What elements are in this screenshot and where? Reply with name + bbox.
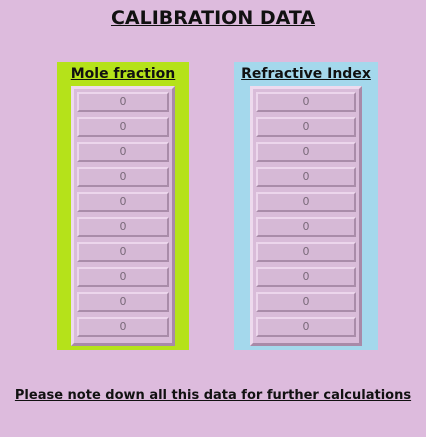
refractive-index-field-6[interactable]: 0 — [256, 217, 356, 237]
refractive-index-field-5[interactable]: 0 — [256, 192, 356, 212]
mole-fraction-field-1[interactable]: 0 — [77, 92, 169, 112]
mole-fraction-field-3[interactable]: 0 — [77, 142, 169, 162]
refractive-index-list: 0 0 0 0 0 0 0 0 0 0 — [250, 86, 362, 346]
mole-fraction-list: 0 0 0 0 0 0 0 0 0 0 — [71, 86, 175, 346]
mole-fraction-field-5[interactable]: 0 — [77, 192, 169, 212]
mole-fraction-field-4[interactable]: 0 — [77, 167, 169, 187]
refractive-index-field-4[interactable]: 0 — [256, 167, 356, 187]
mole-fraction-panel: Mole fraction 0 0 0 0 0 0 0 0 0 0 — [57, 62, 189, 350]
refractive-index-field-7[interactable]: 0 — [256, 242, 356, 262]
page-title: CALIBRATION DATA — [110, 7, 316, 29]
refractive-index-field-1[interactable]: 0 — [256, 92, 356, 112]
mole-fraction-field-8[interactable]: 0 — [77, 267, 169, 287]
refractive-index-field-3[interactable]: 0 — [256, 142, 356, 162]
mole-fraction-field-10[interactable]: 0 — [77, 317, 169, 337]
mole-fraction-field-7[interactable]: 0 — [77, 242, 169, 262]
refractive-index-panel: Refractive Index 0 0 0 0 0 0 0 0 0 0 — [234, 62, 378, 350]
instruction-note: Please note down all this data for furth… — [14, 388, 412, 403]
refractive-index-field-9[interactable]: 0 — [256, 292, 356, 312]
mole-fraction-field-6[interactable]: 0 — [77, 217, 169, 237]
refractive-index-header: Refractive Index — [241, 66, 371, 82]
refractive-index-field-2[interactable]: 0 — [256, 117, 356, 137]
mole-fraction-header: Mole fraction — [70, 66, 176, 82]
mole-fraction-field-2[interactable]: 0 — [77, 117, 169, 137]
mole-fraction-field-9[interactable]: 0 — [77, 292, 169, 312]
refractive-index-field-10[interactable]: 0 — [256, 317, 356, 337]
refractive-index-field-8[interactable]: 0 — [256, 267, 356, 287]
